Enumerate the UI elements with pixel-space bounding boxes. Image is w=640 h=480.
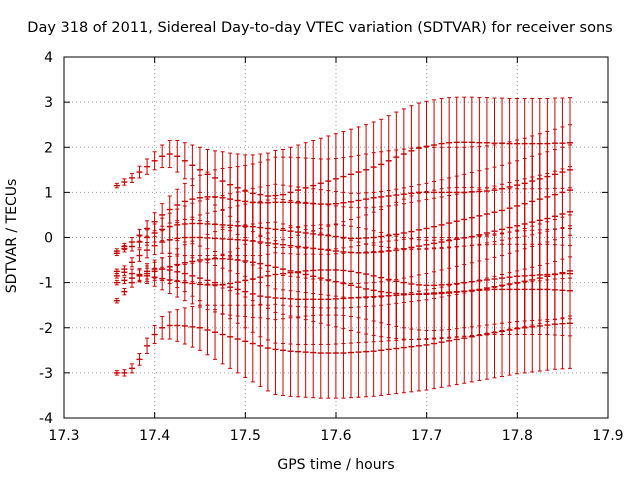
y-tick-label: -4 [39,411,53,427]
y-tick-label: -1 [39,276,53,292]
y-axis-label: SDTVAR / TECUs [4,178,20,294]
x-tick-label: 17.8 [502,428,533,444]
y-tick-label: -3 [39,366,53,382]
y-tick-label: 1 [44,185,53,201]
x-tick-label: 17.5 [230,428,261,444]
x-tick-label: 17.9 [592,428,623,444]
chart-title: Day 318 of 2011, Sidereal Day-to-day VTE… [27,20,613,36]
y-tick-label: -2 [39,321,53,337]
x-tick-label: 17.7 [411,428,442,444]
y-tick-label: 0 [44,231,53,247]
x-tick-label: 17.6 [320,428,351,444]
x-axis-label: GPS time / hours [277,457,395,473]
x-tick-label: 17.3 [48,428,79,444]
y-tick-label: 2 [44,140,53,156]
y-tick-label: 4 [44,50,53,66]
x-tick-label: 17.4 [139,428,170,444]
y-tick-label: 3 [44,95,53,111]
